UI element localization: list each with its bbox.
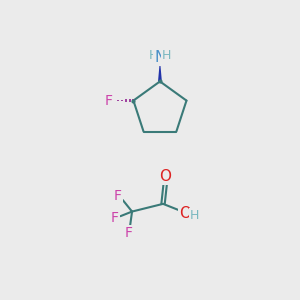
Text: F: F bbox=[105, 94, 112, 108]
Text: H: H bbox=[148, 49, 158, 62]
Text: N: N bbox=[154, 50, 166, 65]
Text: O: O bbox=[179, 206, 191, 220]
Text: H: H bbox=[162, 49, 172, 62]
Text: F: F bbox=[114, 189, 122, 203]
Text: H: H bbox=[190, 209, 200, 222]
Polygon shape bbox=[158, 60, 162, 81]
Text: F: F bbox=[111, 211, 119, 225]
Text: O: O bbox=[159, 169, 171, 184]
Text: F: F bbox=[124, 226, 132, 240]
